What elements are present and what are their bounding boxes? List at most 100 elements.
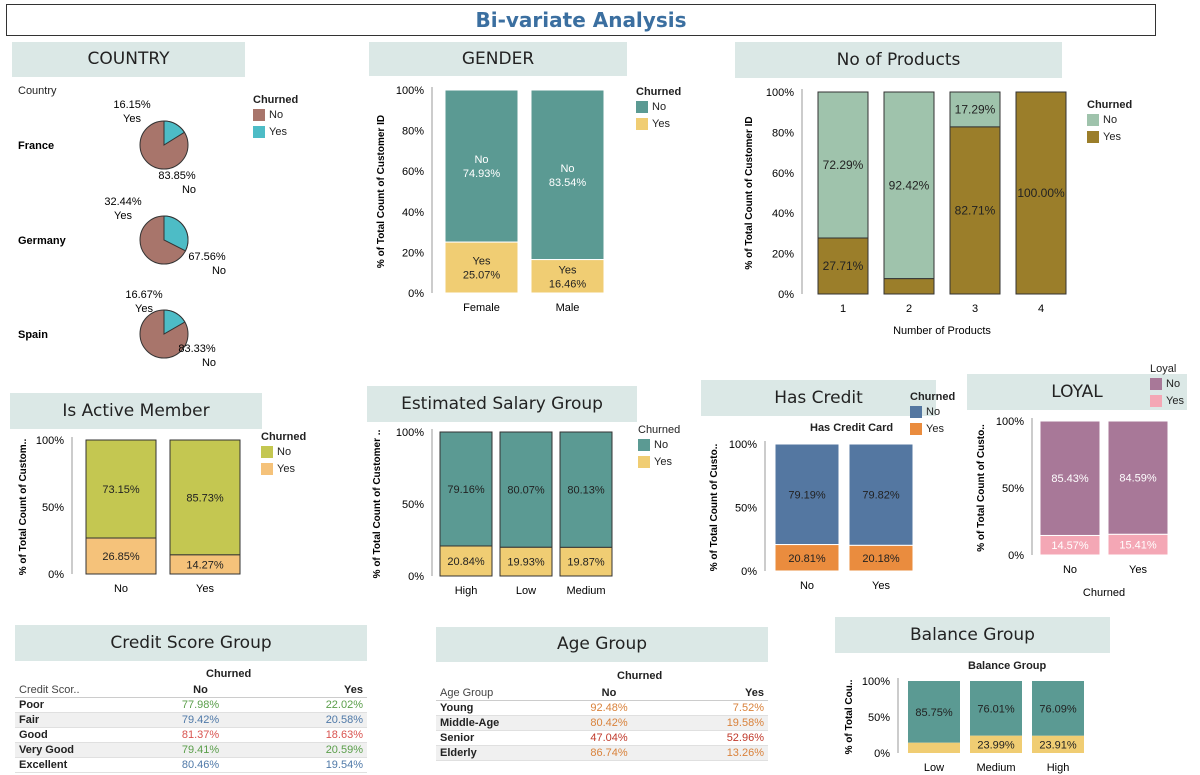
bar-value-label: 25.07% <box>463 270 501 282</box>
pie-label-no-pct: 83.33% <box>178 343 216 355</box>
country-header: COUNTRY <box>12 42 245 77</box>
bar-value-label: 26.85% <box>102 551 140 563</box>
bar-segment-yes <box>85 537 157 575</box>
bar-value-label: 20.84% <box>447 556 485 568</box>
table-cell: 22.02% <box>325 699 363 711</box>
y-tick-label: 50% <box>735 503 757 515</box>
table-cell: 47.04% <box>590 732 628 744</box>
legend-swatch-yes <box>636 117 648 130</box>
y-tick-label: 50% <box>1002 483 1024 495</box>
y-axis-label: % of Total Count of Customer .. <box>372 429 383 578</box>
pie-slice-yes <box>163 309 186 335</box>
bar-value-label: 27.71% <box>823 259 864 273</box>
x-tick-label: High <box>1047 762 1070 774</box>
y-tick-label: 0% <box>778 289 794 301</box>
y-tick-label: 0% <box>408 571 424 583</box>
bar-segment-no <box>169 439 241 556</box>
bar-value-label: 23.99% <box>977 739 1015 751</box>
legend-label-no: No <box>277 445 292 458</box>
table-col-header: Yes <box>344 684 363 696</box>
bar-segment-no <box>85 439 157 539</box>
country-row-label: Spain <box>18 329 48 341</box>
age-table: Age Group No Yes Young 92.48% 7.52% Middle-… <box>436 686 768 761</box>
legend-swatch-yes <box>261 462 273 475</box>
legend-label-no: No <box>1166 377 1181 390</box>
x-axis-label: Number of Products <box>893 325 991 337</box>
bar-value-label: 80.13% <box>567 485 605 497</box>
bar-value-label: 92.42% <box>889 178 930 192</box>
bar-value-label: 15.41% <box>1119 540 1157 552</box>
bar-segment-yes <box>949 126 1001 295</box>
bar-value-label: 14.27% <box>186 559 224 571</box>
bar-value-label: 74.93% <box>463 168 501 180</box>
table-cell: 81.37% <box>181 729 220 741</box>
x-tick-label: Low <box>516 585 536 597</box>
bar-segment-no <box>1107 420 1169 535</box>
products-bar-chart: % of Total Count of Customer ID 100% 80% 60… <box>744 87 1067 337</box>
pie-label-no: No <box>202 357 216 369</box>
bar-value-label: 20.81% <box>788 553 826 565</box>
pie-label-yes-pct: 16.67% <box>125 289 163 301</box>
bar-segment-no <box>908 681 960 743</box>
bar-value-label: 100.00% <box>1017 186 1065 200</box>
x-tick-label: Low <box>924 762 944 774</box>
x-tick-label: Male <box>556 302 580 314</box>
x-axis-label: Churned <box>1083 587 1125 599</box>
country-row-label: Germany <box>18 235 67 247</box>
bar-segment-yes <box>883 278 935 295</box>
products-legend: Churned No Yes <box>1087 99 1132 145</box>
bar-segment-no <box>1039 420 1101 536</box>
active-legend-title: Churned <box>261 431 307 443</box>
pie-label-no-pct: 83.85% <box>158 170 196 182</box>
credit-legend-title: Churned <box>910 391 956 403</box>
bar-value-label: 79.19% <box>788 489 826 501</box>
bar-segment-no <box>883 91 935 280</box>
bar-value-label: 80.07% <box>507 485 545 497</box>
table-row: Poor 77.98% 22.02% <box>15 698 367 713</box>
y-tick-label: 0% <box>48 569 64 581</box>
y-tick-label: 80% <box>402 126 424 138</box>
table-col-header: Credit Scor.. <box>19 684 80 696</box>
y-tick-label: 100% <box>996 416 1024 428</box>
x-tick-label: 4 <box>1038 303 1044 315</box>
table-cell: Fair <box>19 714 40 726</box>
country-legend-title: Churned <box>253 94 299 106</box>
pie-label-no-pct: 67.56% <box>188 251 226 263</box>
x-tick-label: High <box>455 585 478 597</box>
table-cell: Young <box>440 702 474 714</box>
bar-value-label: 17.29% <box>955 102 996 116</box>
bar-value-label: Yes <box>559 264 577 276</box>
bar-segment-yes <box>444 241 519 294</box>
loyal-legend: Loyal No Yes <box>1150 363 1184 409</box>
legend-label-no: No <box>1103 113 1118 126</box>
table-cell: 20.58% <box>325 714 363 726</box>
credit-header: Has Credit <box>701 380 936 416</box>
bar-segment-yes <box>439 545 493 577</box>
y-tick-label: 60% <box>402 166 424 178</box>
table-cell: 52.96% <box>726 732 764 744</box>
x-tick-label: No <box>1063 564 1077 576</box>
legend-label-no: No <box>269 108 284 121</box>
legend-swatch-no <box>261 445 273 458</box>
bar-segment-yes <box>530 259 605 294</box>
legend-label-yes: Yes <box>269 125 287 138</box>
active-legend: Churned No Yes <box>261 431 306 477</box>
pie-slice-yes <box>163 120 186 146</box>
pie-label-no: No <box>182 184 196 196</box>
bar-value-label: 72.29% <box>823 158 864 172</box>
country-pie-chart: France 16.15% Yes 83.85% No Germany 32.44% Yes 6… <box>18 99 226 369</box>
table-cell: 86.74% <box>590 747 628 759</box>
bar-value-label: 23.91% <box>1039 739 1077 751</box>
legend-swatch-yes <box>638 455 650 468</box>
credit-subtitle: Has Credit Card <box>810 422 894 434</box>
table-row: Senior 47.04% 52.96% <box>436 731 768 746</box>
table-row: Very Good 79.41% 20.59% <box>15 742 367 758</box>
legend-swatch-yes <box>910 422 922 435</box>
bar-value-label: 73.15% <box>102 484 140 496</box>
salary-bar-chart: % of Total Count of Customer .. 100% 50% 0%… <box>372 427 613 597</box>
bar-segment-yes <box>774 544 840 572</box>
legend-label-yes: Yes <box>1166 394 1184 407</box>
pie-label-yes-pct: 16.15% <box>113 99 151 111</box>
x-tick-label: 2 <box>906 303 912 315</box>
legend-swatch-no <box>910 405 922 418</box>
